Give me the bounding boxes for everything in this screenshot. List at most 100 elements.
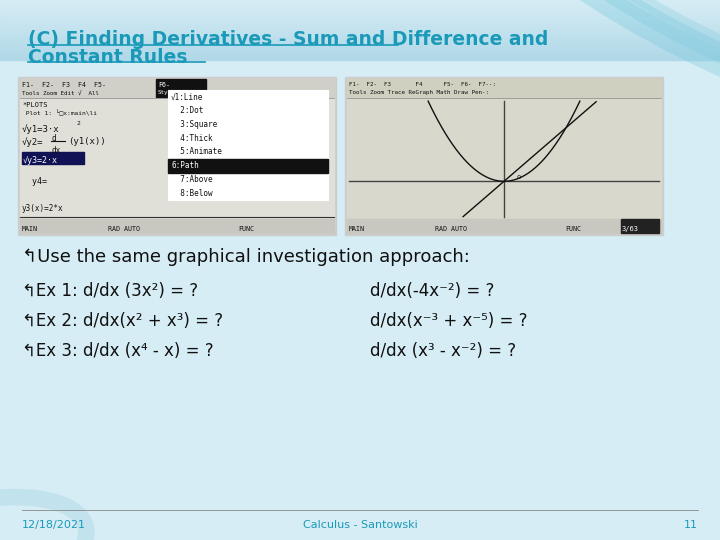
Bar bbox=[0, 50, 720, 51]
Bar bbox=[0, 7, 720, 8]
Text: F1-  F2-  F3       F4      F5-  F6-  F7-·:: F1- F2- F3 F4 F5- F6- F7-·: bbox=[349, 82, 496, 87]
Bar bbox=[0, 52, 720, 53]
Bar bbox=[0, 28, 720, 29]
Text: :>: :> bbox=[180, 82, 188, 88]
Text: ↰Ex 2: d/dx(x² + x³) = ?: ↰Ex 2: d/dx(x² + x³) = ? bbox=[22, 312, 223, 330]
Bar bbox=[0, 37, 720, 38]
Bar bbox=[0, 8, 720, 9]
Text: RAD AUTO: RAD AUTO bbox=[108, 226, 140, 232]
Bar bbox=[0, 11, 720, 12]
Bar bbox=[347, 79, 661, 97]
Text: 8:Below: 8:Below bbox=[171, 188, 212, 198]
Text: o: o bbox=[516, 174, 521, 180]
Text: √y3=2·x: √y3=2·x bbox=[23, 156, 58, 165]
Bar bbox=[0, 6, 720, 7]
Text: Tools Zoom Edit √  All: Tools Zoom Edit √ All bbox=[22, 90, 99, 95]
Bar bbox=[0, 3, 720, 4]
Bar bbox=[0, 58, 720, 59]
Bar bbox=[0, 29, 720, 30]
Text: √y2=: √y2= bbox=[22, 137, 43, 147]
Bar bbox=[0, 24, 720, 25]
Bar bbox=[0, 36, 720, 37]
Text: 11: 11 bbox=[684, 520, 698, 530]
Bar bbox=[0, 17, 720, 18]
Bar bbox=[621, 219, 659, 233]
Text: ↰Ex 1: d/dx (3x²) = ?: ↰Ex 1: d/dx (3x²) = ? bbox=[22, 282, 198, 300]
Bar bbox=[0, 56, 720, 57]
Text: Tools Zoom Trace ReGraph Math Draw Pen·:: Tools Zoom Trace ReGraph Math Draw Pen·: bbox=[349, 90, 489, 95]
Text: d/dx (x³ - x⁻²) = ?: d/dx (x³ - x⁻²) = ? bbox=[370, 342, 516, 360]
Bar bbox=[0, 13, 720, 14]
Text: ↰Use the same graphical investigation approach:: ↰Use the same graphical investigation ap… bbox=[22, 248, 470, 266]
Bar bbox=[0, 30, 720, 31]
Bar bbox=[0, 2, 720, 3]
Bar bbox=[0, 46, 720, 47]
Text: F1-  F2-  F3  F4  F5-: F1- F2- F3 F4 F5- bbox=[22, 82, 106, 88]
Bar bbox=[0, 0, 720, 1]
Text: MAIN: MAIN bbox=[22, 226, 38, 232]
Text: 2:Dot: 2:Dot bbox=[171, 106, 203, 115]
Bar bbox=[0, 34, 720, 35]
Text: 12/18/2021: 12/18/2021 bbox=[22, 520, 86, 530]
Text: (C) Finding Derivatives - Sum and Difference and: (C) Finding Derivatives - Sum and Differ… bbox=[28, 30, 549, 49]
Text: y3(x)=2*x: y3(x)=2*x bbox=[22, 204, 63, 213]
Bar bbox=[0, 39, 720, 40]
Text: Style: Style bbox=[158, 90, 176, 95]
Text: FUNC: FUNC bbox=[565, 226, 581, 232]
Bar bbox=[0, 44, 720, 45]
Bar bbox=[0, 31, 720, 32]
Bar bbox=[0, 18, 720, 19]
Bar bbox=[0, 14, 720, 15]
Bar bbox=[349, 101, 659, 217]
Bar bbox=[0, 1, 720, 2]
Text: (y1(x)): (y1(x)) bbox=[68, 137, 106, 146]
Bar bbox=[0, 12, 720, 13]
Bar bbox=[0, 27, 720, 28]
Bar bbox=[0, 22, 720, 23]
Bar bbox=[0, 35, 720, 36]
Bar bbox=[0, 49, 720, 50]
Bar bbox=[20, 219, 334, 233]
Text: ↰Ex 3: d/dx (x⁴ - x) = ?: ↰Ex 3: d/dx (x⁴ - x) = ? bbox=[22, 342, 214, 360]
Bar bbox=[347, 219, 661, 233]
Text: dx: dx bbox=[51, 146, 60, 155]
Text: √y1=3·x: √y1=3·x bbox=[22, 124, 60, 134]
Bar bbox=[345, 77, 663, 235]
Bar bbox=[0, 40, 720, 41]
Bar bbox=[0, 5, 720, 6]
Bar bbox=[0, 25, 720, 26]
Bar bbox=[0, 41, 720, 42]
Bar bbox=[0, 57, 720, 58]
Bar bbox=[18, 77, 336, 235]
Text: 3/63: 3/63 bbox=[622, 226, 639, 232]
Bar bbox=[0, 19, 720, 20]
Bar bbox=[168, 90, 328, 200]
Bar bbox=[0, 4, 720, 5]
Bar bbox=[0, 16, 720, 17]
Text: F6-: F6- bbox=[158, 82, 170, 88]
Bar bbox=[156, 79, 206, 97]
Bar bbox=[0, 26, 720, 27]
Bar bbox=[0, 42, 720, 43]
Bar bbox=[0, 48, 720, 49]
Text: 5:Animate: 5:Animate bbox=[171, 147, 222, 157]
Bar bbox=[0, 32, 720, 33]
Text: d/dx(x⁻³ + x⁻⁵) = ?: d/dx(x⁻³ + x⁻⁵) = ? bbox=[370, 312, 528, 330]
Text: 4:Thick: 4:Thick bbox=[171, 133, 212, 143]
Bar bbox=[20, 79, 334, 233]
Text: d/dx(-4x⁻²) = ?: d/dx(-4x⁻²) = ? bbox=[370, 282, 495, 300]
Bar bbox=[0, 59, 720, 60]
Bar bbox=[0, 23, 720, 24]
Text: FUNC: FUNC bbox=[238, 226, 254, 232]
Text: :..*.: :..*. bbox=[180, 90, 197, 95]
Bar bbox=[168, 159, 328, 172]
Bar bbox=[0, 43, 720, 44]
Bar bbox=[0, 21, 720, 22]
Text: 3:Square: 3:Square bbox=[171, 120, 217, 129]
Bar bbox=[0, 9, 720, 10]
Text: d: d bbox=[52, 134, 57, 143]
Text: 2: 2 bbox=[76, 121, 80, 126]
Bar bbox=[0, 33, 720, 34]
Bar bbox=[0, 54, 720, 55]
Bar bbox=[0, 47, 720, 48]
